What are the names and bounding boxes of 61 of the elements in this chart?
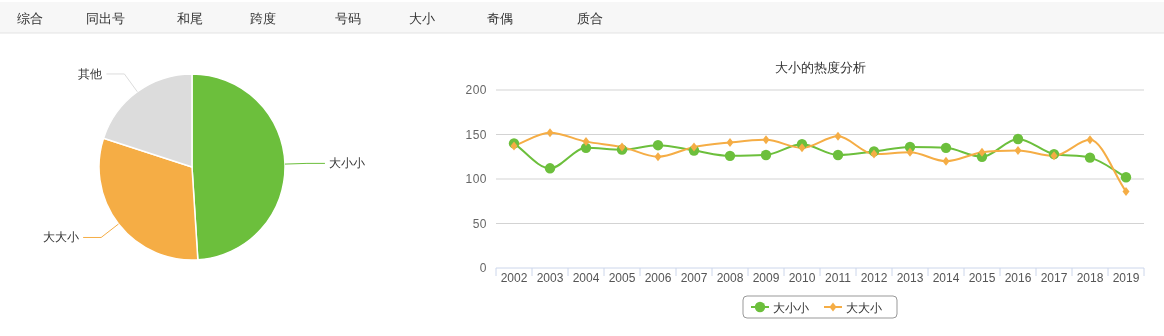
point bbox=[724, 150, 736, 162]
category-label: 大小 bbox=[409, 11, 435, 26]
category-label: 跨度 bbox=[250, 11, 276, 26]
slice-label: 大大小 bbox=[43, 230, 80, 245]
category-label: 号码 bbox=[335, 11, 361, 26]
x-tick-label: 2014 bbox=[932, 271, 960, 285]
point bbox=[942, 156, 950, 166]
x-tick-label: 2017 bbox=[1040, 271, 1068, 285]
chart-title: 大小的热度分析 bbox=[774, 60, 866, 75]
point bbox=[654, 152, 662, 162]
y-tick-label: 200 bbox=[465, 83, 487, 97]
legend-label: 大大小 bbox=[846, 301, 882, 315]
point bbox=[760, 149, 772, 161]
x-tick-label: 2005 bbox=[608, 271, 636, 285]
x-tick-label: 2009 bbox=[752, 271, 780, 285]
point bbox=[798, 143, 806, 153]
point bbox=[726, 138, 734, 148]
category-label: 综合 bbox=[17, 11, 43, 26]
x-tick-label: 2011 bbox=[825, 271, 852, 285]
x-tick-label: 2012 bbox=[860, 271, 888, 285]
point bbox=[582, 137, 590, 147]
point bbox=[1122, 186, 1130, 196]
point bbox=[1120, 172, 1132, 183]
point bbox=[978, 147, 986, 157]
x-tick-label: 2008 bbox=[716, 271, 744, 285]
x-tick-label: 2007 bbox=[680, 271, 708, 285]
x-tick-label: 2002 bbox=[500, 271, 528, 285]
x-tick-label: 2019 bbox=[1112, 271, 1140, 285]
category-label: 同出号 bbox=[85, 11, 125, 26]
point bbox=[762, 135, 770, 145]
category-label: 奇偶 bbox=[487, 11, 513, 26]
point bbox=[834, 131, 842, 141]
point bbox=[1012, 133, 1024, 145]
slice-label: 其他 bbox=[78, 66, 103, 81]
slice-label: 大小小 bbox=[328, 156, 365, 171]
point bbox=[546, 128, 554, 138]
point bbox=[906, 147, 914, 157]
y-tick-label: 50 bbox=[472, 216, 487, 231]
x-tick-label: 2013 bbox=[896, 271, 924, 285]
y-tick-label: 100 bbox=[465, 172, 487, 186]
x-tick-label: 2004 bbox=[572, 271, 600, 285]
point bbox=[1084, 152, 1096, 163]
point bbox=[940, 142, 952, 154]
point bbox=[832, 149, 844, 161]
x-tick-label: 2018 bbox=[1076, 271, 1104, 285]
legend-label: 大小小 bbox=[773, 301, 809, 315]
point bbox=[580, 142, 592, 154]
point bbox=[1086, 135, 1094, 145]
category-label: 质合 bbox=[577, 11, 603, 26]
point bbox=[690, 142, 698, 152]
y-tick-label: 150 bbox=[465, 127, 487, 142]
y-tick-label: 0 bbox=[479, 261, 487, 275]
x-tick-label: 2006 bbox=[644, 271, 672, 285]
point bbox=[1014, 146, 1022, 156]
x-tick-label: 2016 bbox=[1004, 271, 1032, 285]
x-tick-label: 2010 bbox=[788, 271, 816, 285]
category-label: 和尾 bbox=[177, 11, 203, 26]
x-tick-label: 2003 bbox=[536, 271, 564, 285]
point bbox=[544, 163, 556, 174]
point bbox=[652, 139, 664, 151]
x-tick-label: 2015 bbox=[968, 271, 996, 285]
